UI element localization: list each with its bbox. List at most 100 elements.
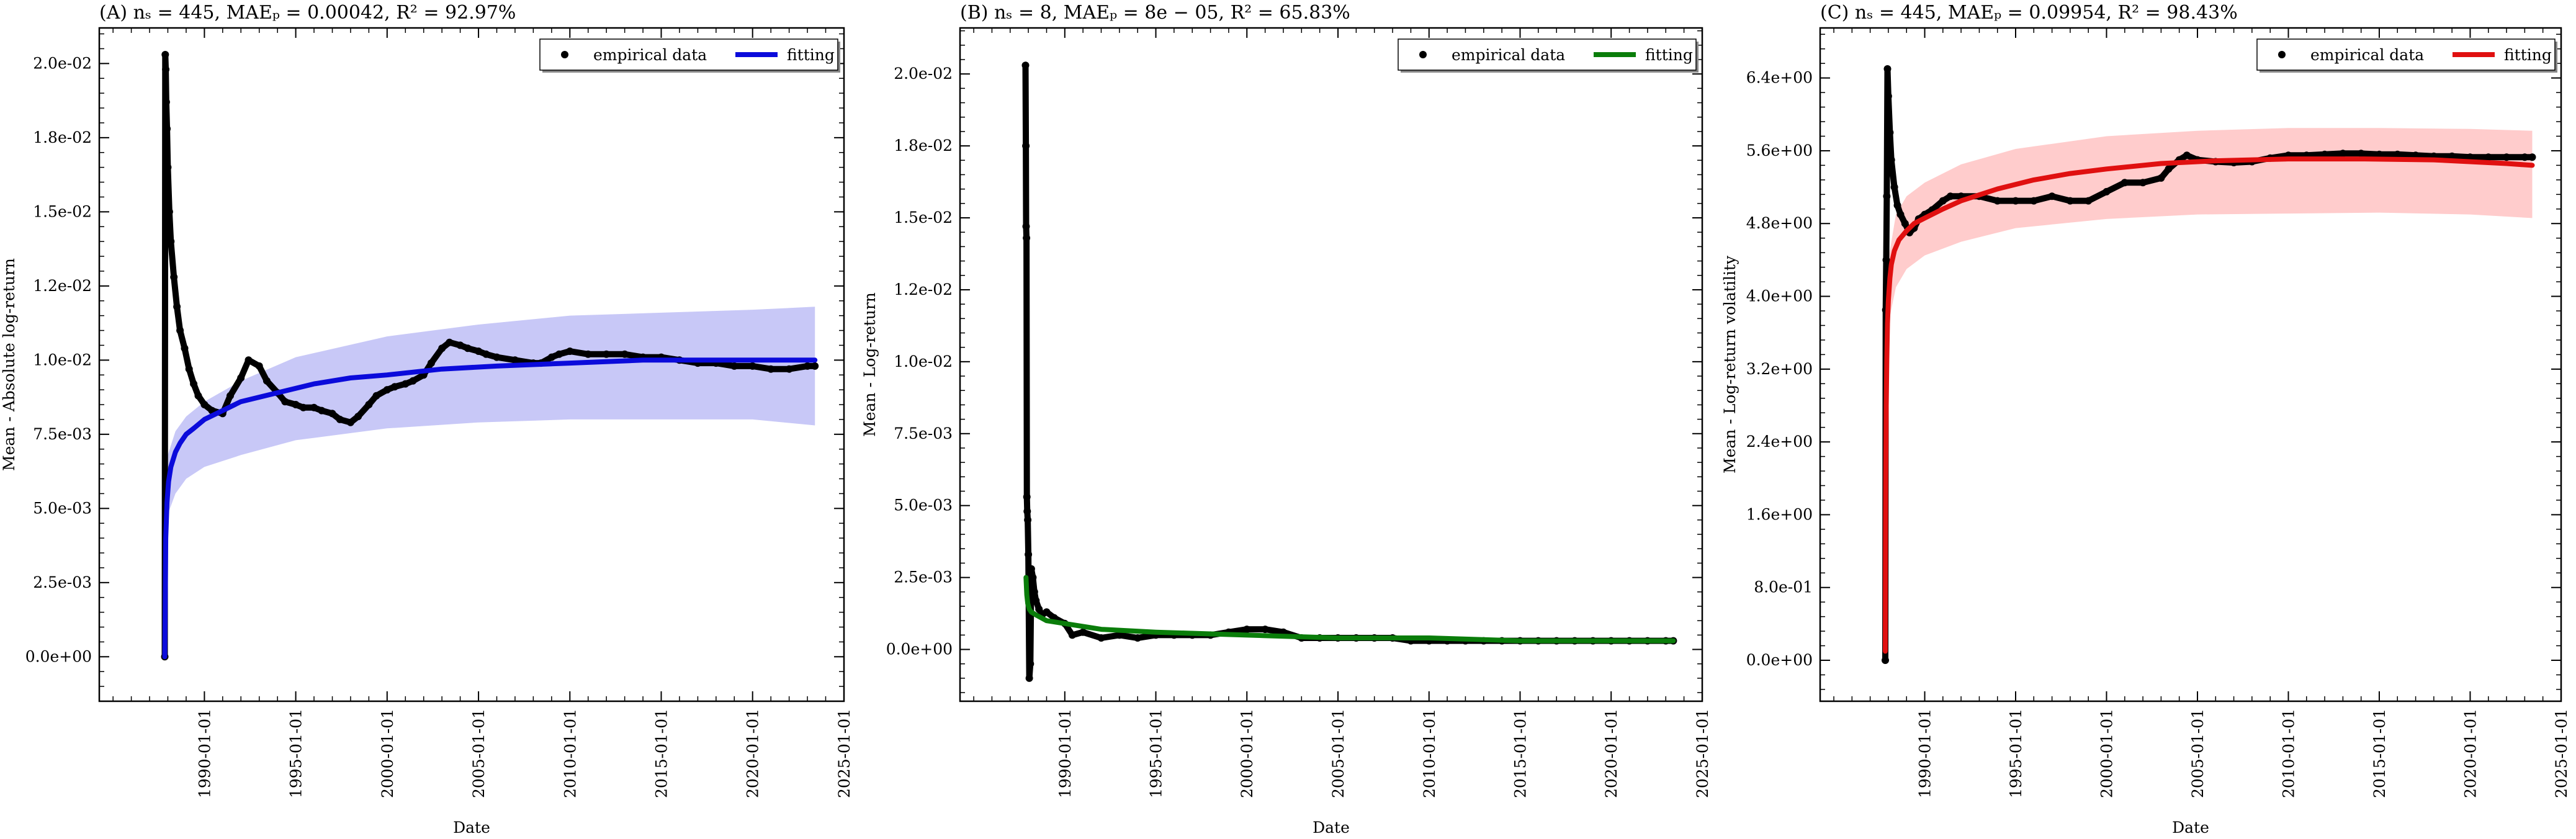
empirical-data-point — [785, 365, 793, 373]
empirical-data-point — [2030, 197, 2038, 205]
empirical-data-point — [263, 377, 271, 385]
fitting-line — [1883, 156, 2535, 654]
legend-marker-empirical — [1419, 51, 1427, 58]
empirical-data-point — [310, 403, 318, 411]
empirical-data-point — [1243, 626, 1251, 634]
empirical-data-point — [438, 344, 446, 352]
empirical-data-point — [2139, 179, 2147, 187]
empirical-data-point — [2321, 150, 2329, 158]
confidence-band — [1885, 128, 2533, 652]
chart-title: (A) nₛ = 445, MAEₚ = 0.00042, R² = 92.97… — [99, 2, 516, 24]
empirical-data-point — [511, 356, 519, 364]
empirical-data-point — [2448, 152, 2456, 160]
empirical-data-point — [409, 377, 417, 385]
empirical-data-point — [237, 374, 245, 382]
empirical-data-point — [1079, 628, 1087, 636]
y-tick-label: 1.8e-02 — [33, 128, 92, 146]
y-tick-label: 3.2e+00 — [1746, 360, 1813, 378]
y-tick-label: 5.0e-03 — [894, 496, 953, 514]
empirical-data-point — [391, 383, 398, 391]
plot-frame — [98, 27, 845, 702]
empirical-data-point — [1993, 197, 2001, 205]
empirical-data-point — [1030, 588, 1038, 596]
empirical-data-point — [456, 341, 464, 349]
y-axis-label: Mean - Log-return volatility — [1721, 255, 1739, 473]
y-tick-label: 1.2e-02 — [894, 280, 953, 298]
legend-label-fitting: fitting — [1645, 46, 1693, 64]
empirical-data-point — [767, 365, 775, 373]
empirical-data-point — [1025, 674, 1033, 682]
confidence-band — [164, 307, 815, 657]
x-tick-label: 2000-01-01 — [1238, 709, 1256, 798]
x-tick-label: 2020-01-01 — [2461, 709, 2479, 798]
empirical-data-point — [1887, 156, 1895, 164]
y-axis-label: Mean - Log-return — [861, 292, 879, 437]
empirical-data-point — [227, 392, 234, 400]
empirical-data-point — [1115, 631, 1123, 639]
x-tick-label: 1990-01-01 — [1916, 709, 1934, 798]
empirical-data-point — [1035, 605, 1043, 613]
y-tick-label: 1.6e+00 — [1746, 505, 1813, 523]
empirical-data-point — [730, 362, 738, 370]
empirical-data-point — [2165, 165, 2173, 173]
x-tick-label: 2015-01-01 — [1511, 709, 1529, 798]
empirical-data-point — [163, 125, 171, 133]
y-tick-label: 2.0e-02 — [894, 65, 953, 83]
empirical-data-point — [621, 350, 629, 358]
empirical-data-point — [2394, 150, 2402, 158]
empirical-data-point — [167, 238, 175, 246]
x-axis-label: Date — [2172, 819, 2209, 837]
empirical-data-point — [1939, 197, 1947, 205]
empirical-data-point — [1023, 493, 1031, 501]
empirical-data-point — [2503, 153, 2511, 161]
empirical-data-point — [194, 392, 202, 400]
x-tick-label: 2015-01-01 — [2371, 709, 2389, 798]
empirical-data-point — [1024, 516, 1032, 524]
empirical-data-point — [1023, 234, 1031, 242]
empirical-data-point — [1946, 192, 1954, 200]
empirical-data-point — [555, 350, 563, 358]
x-tick-label: 1995-01-01 — [2007, 709, 2025, 798]
legend-label-fitting: fitting — [787, 46, 835, 64]
empirical-data-point — [176, 326, 184, 334]
x-tick-label: 2025-01-01 — [2552, 709, 2570, 798]
x-tick-label: 2020-01-01 — [744, 709, 762, 798]
x-axis-label: Date — [453, 819, 490, 837]
empirical-data-point — [2157, 174, 2165, 182]
empirical-data-point — [475, 348, 483, 355]
legend: empirical data fitting — [539, 38, 840, 73]
legend-label-fitting: fitting — [2504, 46, 2552, 64]
y-tick-label: 1.5e-02 — [33, 202, 92, 220]
empirical-data-point — [245, 356, 253, 364]
x-tick-label: 1990-01-01 — [195, 709, 213, 798]
empirical-data-point — [190, 380, 198, 388]
chart-panel-2: 0.0e+00 2.5e-03 5.0e-03 7.5e-03 1.0e-02 1.2e-… — [861, 2, 1712, 837]
y-tick-label: 2.5e-03 — [33, 573, 92, 591]
empirical-data-point — [493, 353, 501, 361]
y-tick-label: 1.8e-02 — [894, 137, 953, 155]
empirical-data-point — [200, 401, 209, 408]
x-tick-label: 1995-01-01 — [1147, 709, 1165, 798]
empirical-data-point — [365, 401, 373, 408]
empirical-data-point — [2085, 197, 2093, 205]
empirical-data-point — [2528, 153, 2536, 161]
empirical-data-point — [164, 163, 172, 171]
x-tick-label: 2020-01-01 — [1602, 709, 1620, 798]
chart-panel-1: 0.0e+00 2.5e-03 5.0e-03 7.5e-03 1.0e-02 1.2e-… — [0, 2, 853, 837]
empirical-data-point — [464, 344, 472, 352]
empirical-data-point — [427, 359, 435, 367]
x-tick-label: 2025-01-01 — [835, 709, 853, 798]
empirical-data-point — [2521, 153, 2529, 161]
empirical-data-point — [354, 413, 362, 421]
y-tick-label: 1.0e-02 — [894, 352, 953, 370]
empirical-data-point — [566, 348, 574, 355]
plot-frame — [959, 27, 1703, 702]
y-tick-label: 6.4e+00 — [1746, 69, 1813, 87]
empirical-data-point — [1883, 192, 1891, 200]
empirical-data-point — [1890, 183, 1898, 191]
empirical-data-point — [185, 365, 193, 373]
empirical-data-point — [1901, 220, 1909, 228]
empirical-data-point — [1882, 256, 1890, 264]
empirical-data-point — [1023, 508, 1031, 515]
empirical-data-point — [2012, 197, 2019, 205]
